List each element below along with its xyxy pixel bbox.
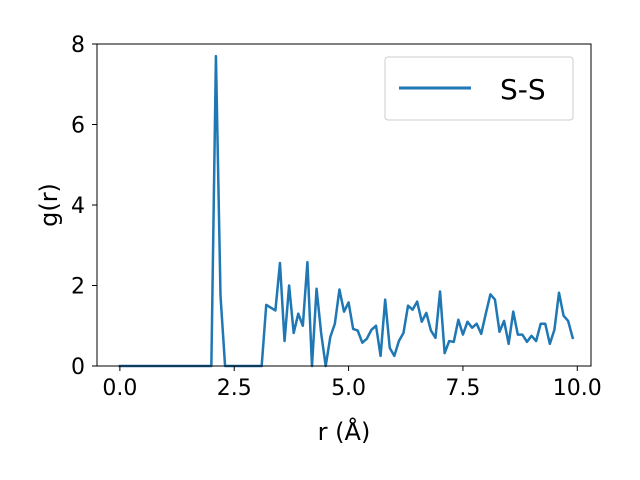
legend-box: [384, 56, 574, 121]
x-tick-label: 7.5: [445, 376, 480, 401]
x-tick-label: 10.0: [553, 376, 602, 401]
y-tick-label: 2: [71, 275, 85, 300]
y-tick-label: 0: [71, 355, 85, 380]
x-axis-label: r (Å): [318, 417, 371, 446]
legend: S-S: [384, 56, 574, 121]
y-axis-ticks: 0 2 4 6 8: [71, 33, 97, 380]
legend-label-s-s: S-S: [500, 73, 546, 106]
y-tick-label: 6: [71, 114, 85, 139]
y-tick-label: 8: [71, 33, 85, 58]
x-axis-ticks: 0.0 2.5 5.0 7.5 10.0: [102, 366, 602, 401]
y-tick-label: 4: [71, 194, 85, 219]
x-tick-label: 0.0: [102, 376, 137, 401]
x-tick-label: 5.0: [331, 376, 366, 401]
y-axis-label: g(r): [35, 183, 63, 227]
plot-frame: [96, 43, 592, 367]
x-tick-label: 2.5: [217, 376, 252, 401]
